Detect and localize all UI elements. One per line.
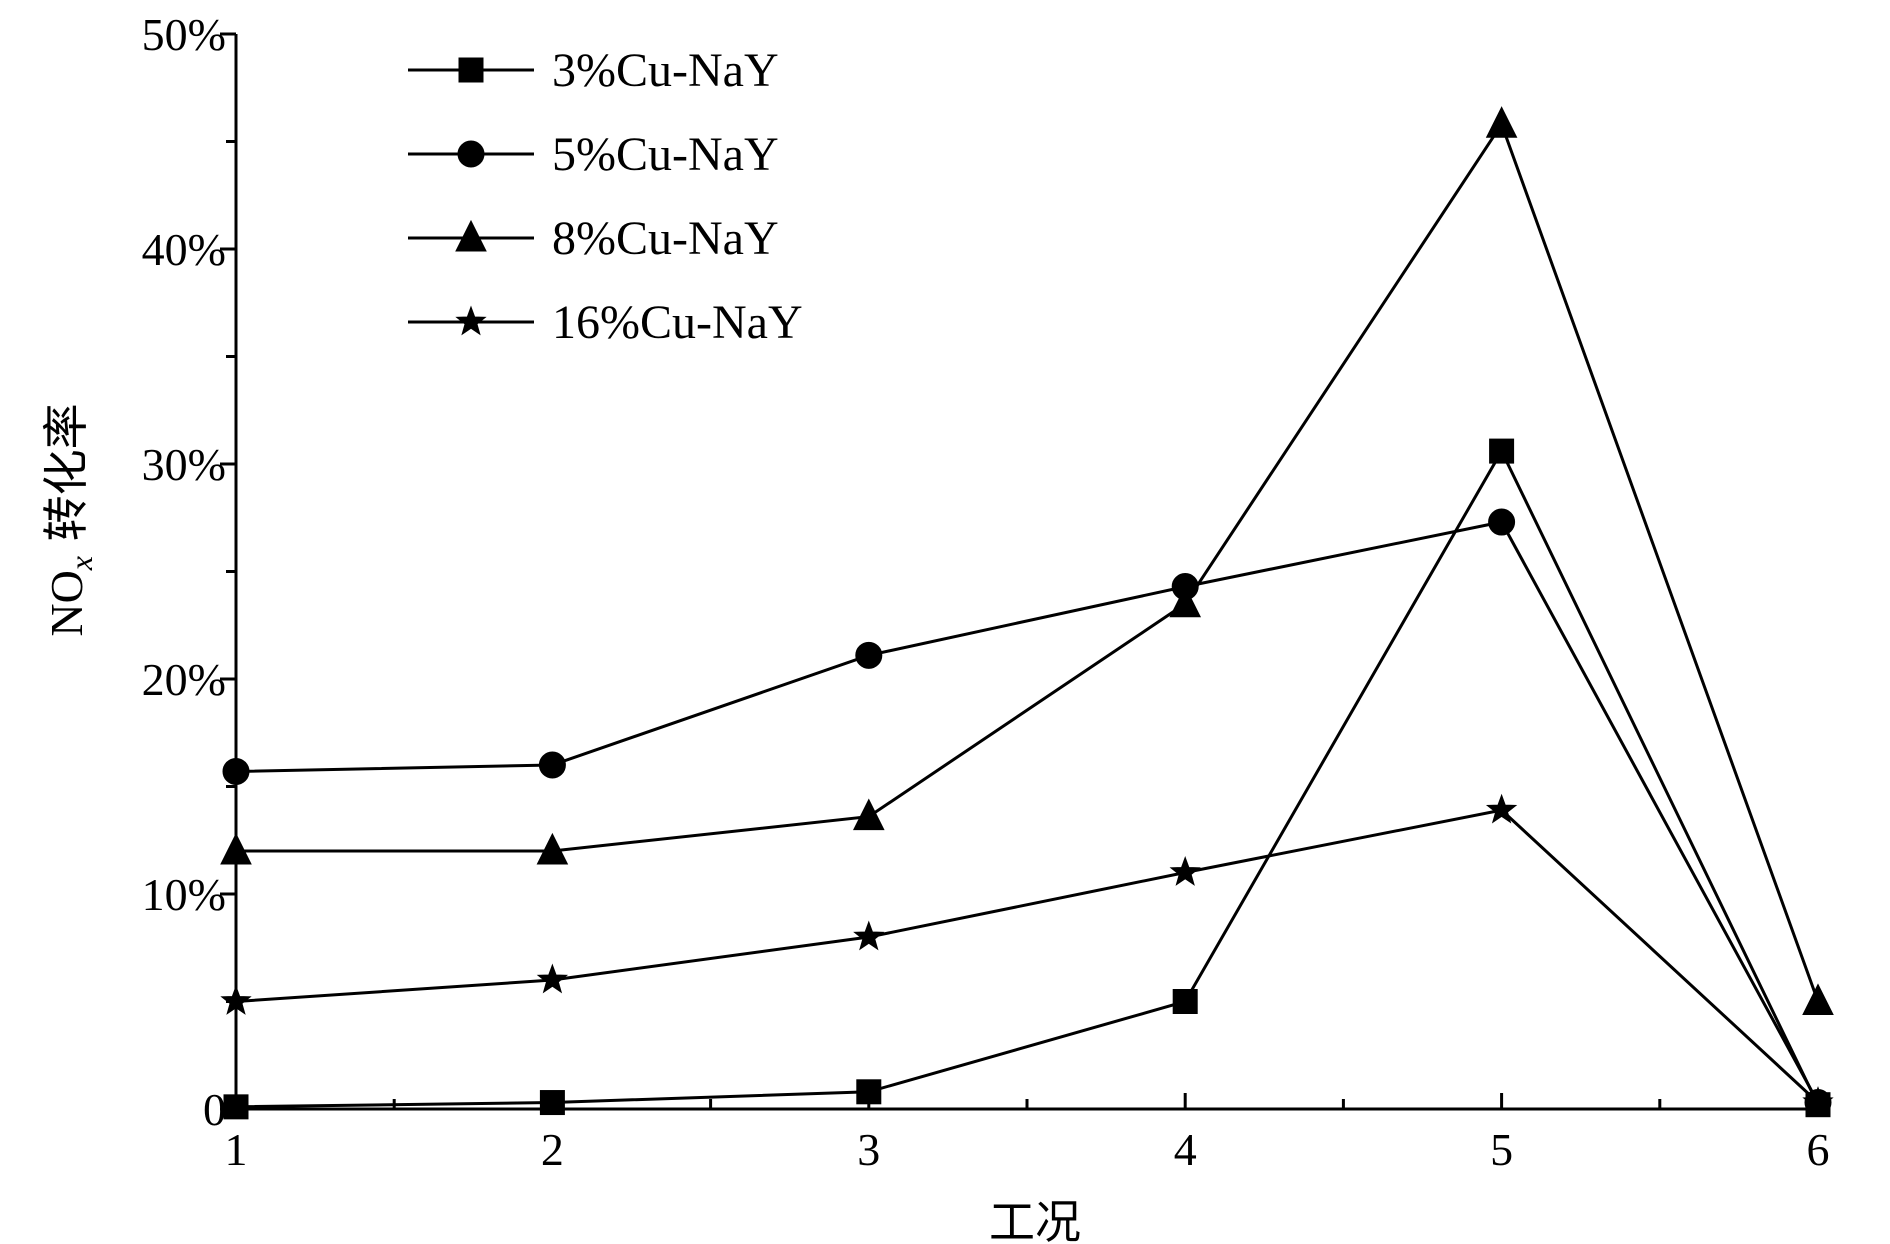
data-point-star bbox=[853, 920, 885, 951]
y-ticks: 0 10% 20% 30% 40% 50% bbox=[142, 9, 236, 1135]
data-point-circle bbox=[538, 751, 566, 779]
data-point-circle bbox=[1488, 508, 1516, 536]
series-4 bbox=[220, 793, 1834, 1116]
data-point-triangle bbox=[536, 832, 569, 865]
x-tick-label: 1 bbox=[225, 1124, 248, 1175]
x-tick-label: 5 bbox=[1490, 1124, 1513, 1175]
legend-marker-circle bbox=[457, 140, 485, 168]
data-point-square bbox=[1172, 989, 1198, 1014]
data-point-star bbox=[536, 963, 569, 994]
legend-label: 16%Cu-NaY bbox=[552, 296, 803, 349]
series-2 bbox=[222, 508, 1832, 1117]
legend-label: 5%Cu-NaY bbox=[552, 128, 779, 181]
x-tick-label: 3 bbox=[857, 1124, 880, 1175]
x-ticks: 1 2 3 4 5 6 bbox=[225, 1093, 1830, 1175]
legend-marker-star bbox=[455, 305, 487, 336]
y-axis-label-tail: 转化率 bbox=[39, 403, 93, 556]
axes bbox=[234, 34, 1818, 1111]
series-layer bbox=[220, 106, 1834, 1120]
data-point-triangle bbox=[1802, 983, 1834, 1015]
y-tick-label: 20% bbox=[142, 654, 226, 705]
y-axis-label-main: NO bbox=[41, 570, 92, 636]
data-point-square bbox=[223, 1094, 249, 1120]
series-line bbox=[236, 120, 1820, 1003]
y-tick-label: 30% bbox=[142, 439, 226, 490]
legend-entry: 8%Cu-NaY bbox=[408, 212, 779, 265]
data-point-square bbox=[1489, 438, 1515, 464]
data-point-square bbox=[539, 1090, 565, 1116]
legend-entry: 3%Cu-NaY bbox=[408, 44, 779, 97]
data-point-triangle bbox=[220, 832, 252, 865]
series-line bbox=[235, 808, 1820, 1104]
data-point-triangle bbox=[1169, 585, 1202, 618]
y-tick-label: 50% bbox=[142, 9, 226, 60]
data-point-star bbox=[220, 985, 252, 1015]
legend-entry: 16%Cu-NaY bbox=[408, 296, 803, 349]
legend-marker-square bbox=[458, 57, 484, 83]
y-axis-label-subscript: x bbox=[63, 556, 99, 571]
legend-label: 8%Cu-NaY bbox=[552, 212, 779, 265]
legend-entry: 5%Cu-NaY bbox=[408, 128, 779, 181]
x-tick-label: 4 bbox=[1174, 1124, 1197, 1175]
data-point-circle bbox=[855, 641, 883, 669]
x-tick-label: 2 bbox=[541, 1124, 564, 1175]
x-tick-label: 6 bbox=[1807, 1124, 1830, 1175]
y-axis-label: NOx 转化率 bbox=[39, 403, 99, 636]
legend-label: 3%Cu-NaY bbox=[552, 44, 779, 97]
x-axis-label: 工况 bbox=[989, 1195, 1081, 1244]
series-1 bbox=[223, 438, 1831, 1120]
legend-marker-triangle bbox=[455, 219, 487, 252]
y-tick-label: 40% bbox=[142, 224, 226, 275]
data-point-circle bbox=[222, 757, 250, 785]
data-point-square bbox=[856, 1079, 882, 1105]
data-point-triangle bbox=[1485, 106, 1518, 138]
series-line bbox=[235, 447, 1820, 1109]
series-3 bbox=[220, 106, 1834, 1015]
legend: 3%Cu-NaY 5%Cu-NaY 8%Cu-NaY 16%Cu-NaY bbox=[408, 44, 803, 349]
data-point-star bbox=[1802, 1086, 1834, 1116]
data-point-triangle bbox=[852, 798, 885, 831]
series-line bbox=[235, 520, 1820, 1104]
data-point-star bbox=[1169, 856, 1201, 886]
data-point-star bbox=[1485, 793, 1518, 824]
y-tick-label: 10% bbox=[142, 869, 226, 920]
y-tick-label: 0 bbox=[203, 1084, 226, 1135]
